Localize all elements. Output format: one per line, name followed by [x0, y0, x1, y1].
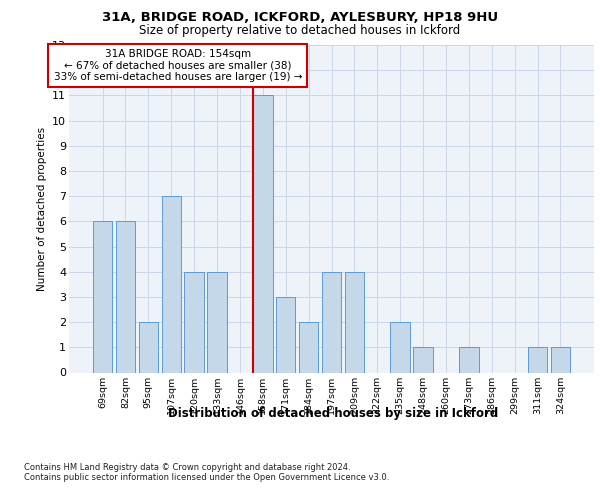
Bar: [459, 348, 479, 372]
Bar: [93, 222, 112, 372]
Bar: [322, 272, 341, 372]
Bar: [344, 272, 364, 372]
Bar: [139, 322, 158, 372]
Bar: [299, 322, 319, 372]
Bar: [161, 196, 181, 372]
Text: Distribution of detached houses by size in Ickford: Distribution of detached houses by size …: [168, 408, 498, 420]
Bar: [413, 348, 433, 372]
Bar: [253, 96, 272, 372]
Text: 31A BRIDGE ROAD: 154sqm
← 67% of detached houses are smaller (38)
33% of semi-de: 31A BRIDGE ROAD: 154sqm ← 67% of detache…: [53, 49, 302, 82]
Bar: [276, 297, 295, 372]
Y-axis label: Number of detached properties: Number of detached properties: [37, 126, 47, 291]
Bar: [391, 322, 410, 372]
Bar: [528, 348, 547, 372]
Text: Contains HM Land Registry data © Crown copyright and database right 2024.
Contai: Contains HM Land Registry data © Crown c…: [24, 462, 389, 482]
Text: 31A, BRIDGE ROAD, ICKFORD, AYLESBURY, HP18 9HU: 31A, BRIDGE ROAD, ICKFORD, AYLESBURY, HP…: [102, 11, 498, 24]
Bar: [184, 272, 204, 372]
Text: Size of property relative to detached houses in Ickford: Size of property relative to detached ho…: [139, 24, 461, 37]
Bar: [116, 222, 135, 372]
Bar: [551, 348, 570, 372]
Bar: [208, 272, 227, 372]
